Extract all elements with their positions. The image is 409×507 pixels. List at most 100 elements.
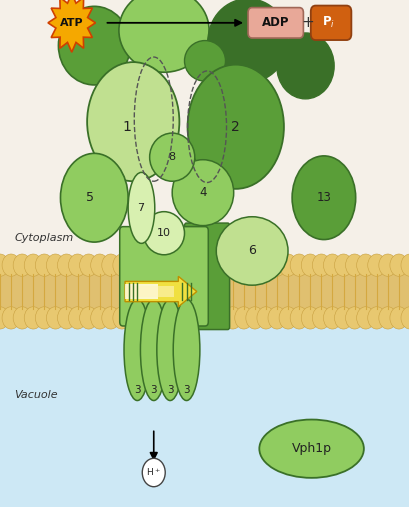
FancyBboxPatch shape — [184, 223, 229, 330]
Circle shape — [0, 307, 9, 329]
Ellipse shape — [124, 299, 151, 401]
Circle shape — [256, 254, 274, 276]
Circle shape — [112, 254, 130, 276]
Text: Cytoplasm: Cytoplasm — [14, 233, 74, 243]
Circle shape — [378, 254, 396, 276]
Ellipse shape — [276, 33, 333, 99]
Text: 3: 3 — [183, 385, 189, 395]
Circle shape — [201, 254, 219, 276]
Circle shape — [345, 254, 363, 276]
Text: H$^+$: H$^+$ — [146, 466, 161, 479]
Text: 6: 6 — [247, 244, 256, 258]
Circle shape — [90, 307, 108, 329]
Circle shape — [234, 307, 252, 329]
Circle shape — [90, 254, 108, 276]
Ellipse shape — [157, 299, 183, 401]
Circle shape — [179, 254, 197, 276]
Circle shape — [323, 307, 341, 329]
Circle shape — [301, 254, 319, 276]
Circle shape — [101, 307, 119, 329]
Bar — [0, 327, 409, 507]
Circle shape — [24, 254, 42, 276]
Circle shape — [124, 254, 142, 276]
Ellipse shape — [173, 299, 200, 401]
Circle shape — [245, 307, 263, 329]
Text: 10: 10 — [157, 228, 171, 238]
Text: 1: 1 — [122, 120, 131, 134]
Ellipse shape — [149, 133, 194, 182]
FancyBboxPatch shape — [119, 227, 208, 326]
Circle shape — [157, 254, 175, 276]
Text: 4: 4 — [199, 186, 206, 199]
Circle shape — [389, 307, 407, 329]
Circle shape — [13, 307, 31, 329]
Ellipse shape — [140, 299, 167, 401]
Circle shape — [323, 254, 341, 276]
Circle shape — [245, 254, 263, 276]
Ellipse shape — [172, 160, 233, 226]
Text: 7: 7 — [137, 203, 144, 213]
Circle shape — [223, 307, 241, 329]
Circle shape — [356, 307, 374, 329]
Circle shape — [356, 254, 374, 276]
Circle shape — [367, 254, 385, 276]
Bar — [0, 0, 409, 256]
Text: Vph1p: Vph1p — [291, 442, 331, 455]
Circle shape — [212, 307, 230, 329]
Circle shape — [400, 307, 409, 329]
Circle shape — [168, 254, 186, 276]
Circle shape — [2, 307, 20, 329]
Ellipse shape — [216, 217, 287, 285]
Circle shape — [279, 307, 297, 329]
Circle shape — [135, 307, 153, 329]
Text: 13: 13 — [316, 191, 330, 204]
Circle shape — [24, 307, 42, 329]
Circle shape — [201, 307, 219, 329]
Circle shape — [157, 307, 175, 329]
Ellipse shape — [292, 156, 355, 240]
Circle shape — [312, 307, 330, 329]
Circle shape — [290, 307, 308, 329]
Circle shape — [212, 254, 230, 276]
Text: 3: 3 — [134, 385, 140, 395]
Circle shape — [135, 254, 153, 276]
Circle shape — [301, 307, 319, 329]
Circle shape — [2, 254, 20, 276]
Circle shape — [35, 307, 53, 329]
Ellipse shape — [259, 420, 363, 478]
Circle shape — [46, 307, 64, 329]
FancyArrow shape — [125, 286, 174, 297]
Ellipse shape — [61, 153, 128, 242]
Circle shape — [334, 254, 352, 276]
Circle shape — [79, 307, 97, 329]
Ellipse shape — [119, 0, 209, 73]
Circle shape — [267, 307, 285, 329]
Text: ATP: ATP — [60, 18, 83, 28]
Text: 3: 3 — [150, 385, 157, 395]
Circle shape — [389, 254, 407, 276]
Circle shape — [57, 307, 75, 329]
Circle shape — [256, 307, 274, 329]
Circle shape — [35, 254, 53, 276]
Circle shape — [79, 254, 97, 276]
Text: +: + — [300, 15, 313, 30]
Circle shape — [267, 254, 285, 276]
Circle shape — [46, 254, 64, 276]
Circle shape — [223, 254, 241, 276]
Circle shape — [312, 254, 330, 276]
Ellipse shape — [143, 212, 184, 255]
Ellipse shape — [207, 0, 288, 83]
Circle shape — [378, 307, 396, 329]
Circle shape — [112, 307, 130, 329]
Text: 3: 3 — [166, 385, 173, 395]
Circle shape — [334, 307, 352, 329]
FancyArrow shape — [125, 276, 196, 307]
Circle shape — [142, 458, 165, 487]
Circle shape — [190, 307, 208, 329]
Ellipse shape — [184, 41, 225, 81]
Circle shape — [168, 307, 186, 329]
Circle shape — [146, 307, 164, 329]
Text: Vacuole: Vacuole — [14, 390, 58, 401]
Text: P$_i$: P$_i$ — [321, 15, 334, 30]
Text: 5: 5 — [86, 191, 94, 204]
